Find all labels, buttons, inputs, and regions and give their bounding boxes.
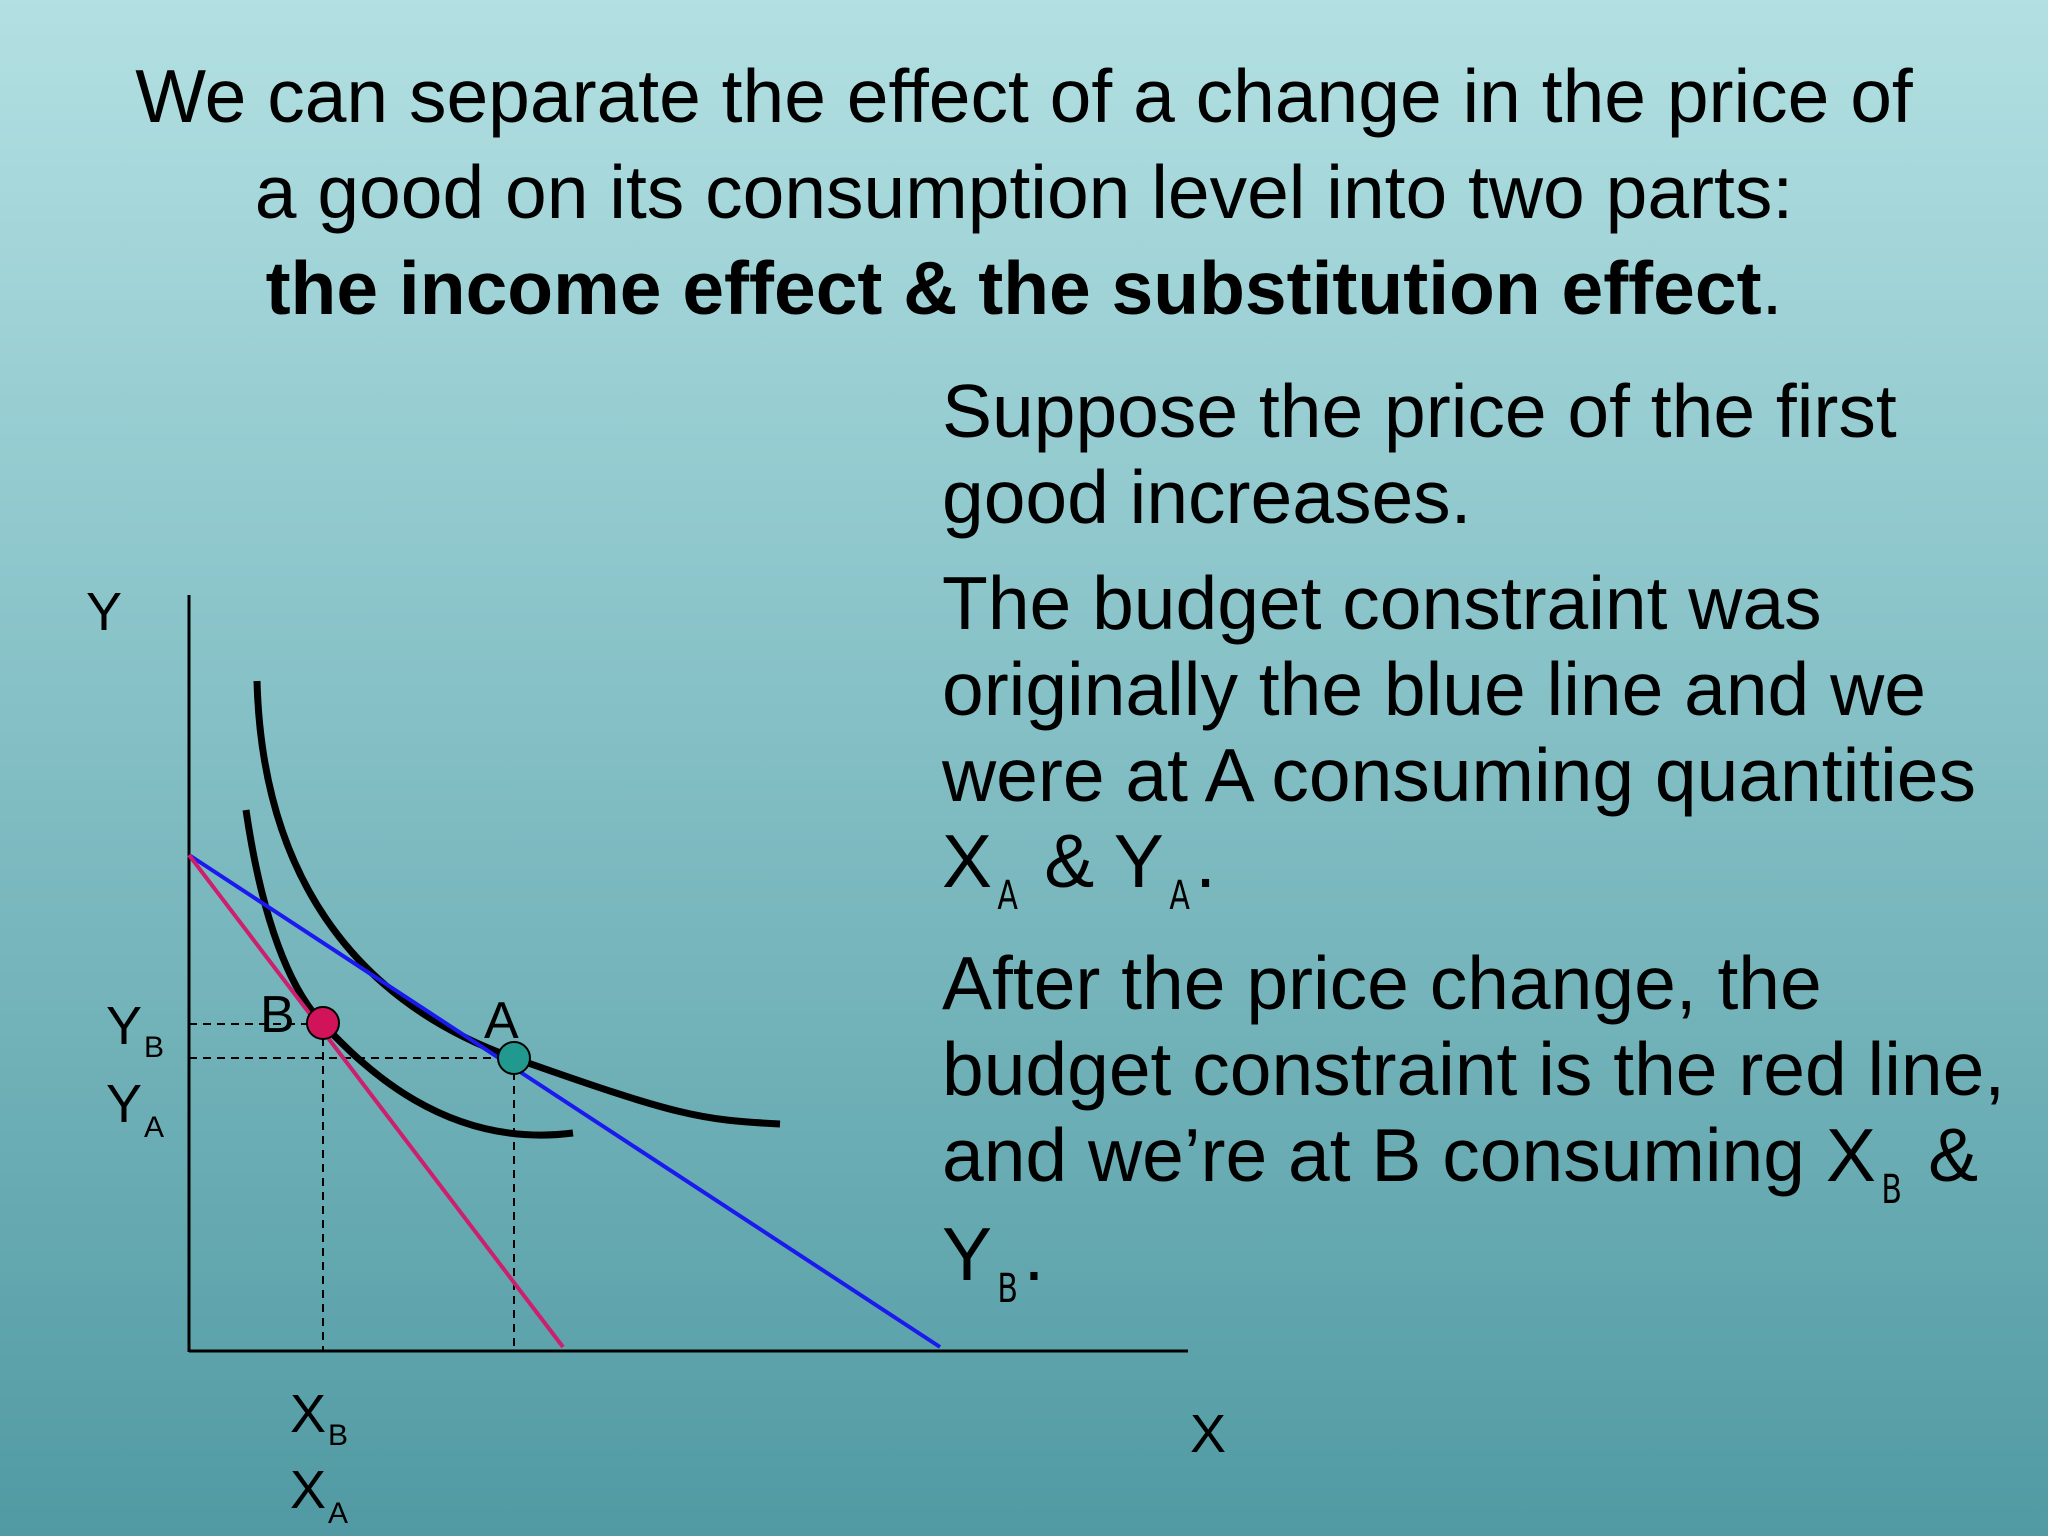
paragraph-2-body: The budget constraint was originally the… <box>942 561 1976 903</box>
heading-line-3: the income effect & the substitution eff… <box>40 240 2008 336</box>
y-axis-label: Y <box>86 582 122 642</box>
subscript-xb: B <box>1881 1167 1902 1213</box>
paragraph-2-end: . <box>1195 819 1216 903</box>
paragraph-1-text: Suppose the price of the first good incr… <box>942 369 1897 539</box>
xb-subscript: B <box>328 1419 348 1452</box>
ya-label: Y <box>106 1074 142 1134</box>
point-b-label: B <box>260 986 295 1044</box>
point-b-marker <box>306 1006 340 1040</box>
yb-subscript: B <box>144 1031 164 1064</box>
paragraph-2-text: The budget constraint was originally the… <box>942 560 2022 919</box>
subscript-ya: A <box>1169 873 1190 919</box>
original-budget-line <box>187 853 942 1349</box>
paragraph-new-budget: After the price change, the budget const… <box>942 940 2022 1312</box>
heading-emphasis: the income effect & the substitution eff… <box>265 246 1762 330</box>
ya-subscript: A <box>144 1111 164 1144</box>
paragraph-3-mid: & Y <box>942 1113 1979 1296</box>
heading-period: . <box>1761 246 1783 330</box>
heading-line-1: We can separate the effect of a change i… <box>135 54 1913 138</box>
paragraph-3-text: After the price change, the budget const… <box>942 940 2022 1312</box>
subscript-xa: A <box>997 873 1018 919</box>
paragraph-original-budget: The budget constraint was originally the… <box>942 560 2022 919</box>
xb-label: X <box>290 1384 326 1444</box>
paragraph-3-end: . <box>1023 1212 1045 1296</box>
paragraph-2-mid: & Y <box>1023 819 1164 903</box>
slide-heading: We can separate the effect of a change i… <box>40 48 2008 336</box>
x-axis-label: X <box>1190 1404 1226 1464</box>
paragraph-3-body: After the price change, the budget const… <box>942 941 2006 1197</box>
yb-label: Y <box>106 996 142 1056</box>
point-a-label: A <box>484 992 519 1050</box>
heading-line-2: a good on its consumption level into two… <box>254 150 1794 234</box>
xa-subscript: A <box>328 1497 348 1530</box>
subscript-yb: B <box>997 1266 1019 1312</box>
point-a-marker <box>497 1041 531 1075</box>
xa-label: X <box>290 1460 326 1520</box>
paragraph-price-increase: Suppose the price of the first good incr… <box>942 368 2022 540</box>
new-budget-line <box>187 853 565 1349</box>
